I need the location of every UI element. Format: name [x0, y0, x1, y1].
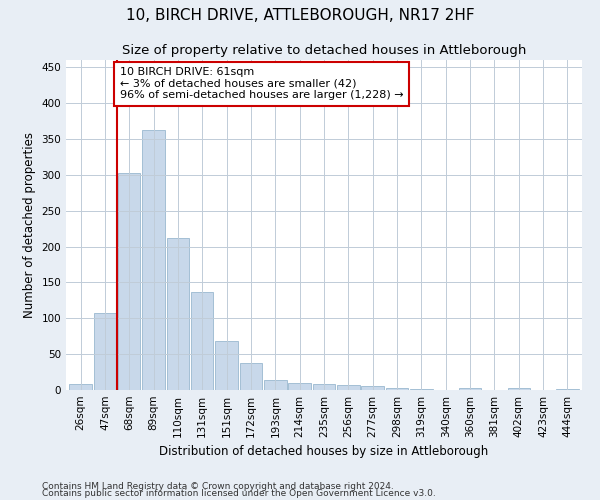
X-axis label: Distribution of detached houses by size in Attleborough: Distribution of detached houses by size … — [160, 446, 488, 458]
Bar — [459, 388, 481, 390]
Title: Size of property relative to detached houses in Attleborough: Size of property relative to detached ho… — [122, 44, 526, 58]
Bar — [215, 341, 238, 390]
Bar — [508, 388, 530, 390]
Bar — [118, 174, 140, 390]
Bar — [264, 380, 287, 390]
Bar — [410, 388, 433, 390]
Bar — [337, 385, 359, 390]
Bar — [94, 313, 116, 390]
Bar — [191, 292, 214, 390]
Bar — [240, 362, 262, 390]
Text: Contains public sector information licensed under the Open Government Licence v3: Contains public sector information licen… — [42, 489, 436, 498]
Bar — [70, 384, 92, 390]
Bar — [361, 386, 384, 390]
Text: 10, BIRCH DRIVE, ATTLEBOROUGH, NR17 2HF: 10, BIRCH DRIVE, ATTLEBOROUGH, NR17 2HF — [125, 8, 475, 22]
Bar — [386, 388, 408, 390]
Bar — [142, 130, 165, 390]
Text: 10 BIRCH DRIVE: 61sqm
← 3% of detached houses are smaller (42)
96% of semi-detac: 10 BIRCH DRIVE: 61sqm ← 3% of detached h… — [119, 67, 403, 100]
Bar — [289, 383, 311, 390]
Bar — [313, 384, 335, 390]
Bar — [556, 388, 578, 390]
Text: Contains HM Land Registry data © Crown copyright and database right 2024.: Contains HM Land Registry data © Crown c… — [42, 482, 394, 491]
Bar — [167, 238, 189, 390]
Y-axis label: Number of detached properties: Number of detached properties — [23, 132, 36, 318]
